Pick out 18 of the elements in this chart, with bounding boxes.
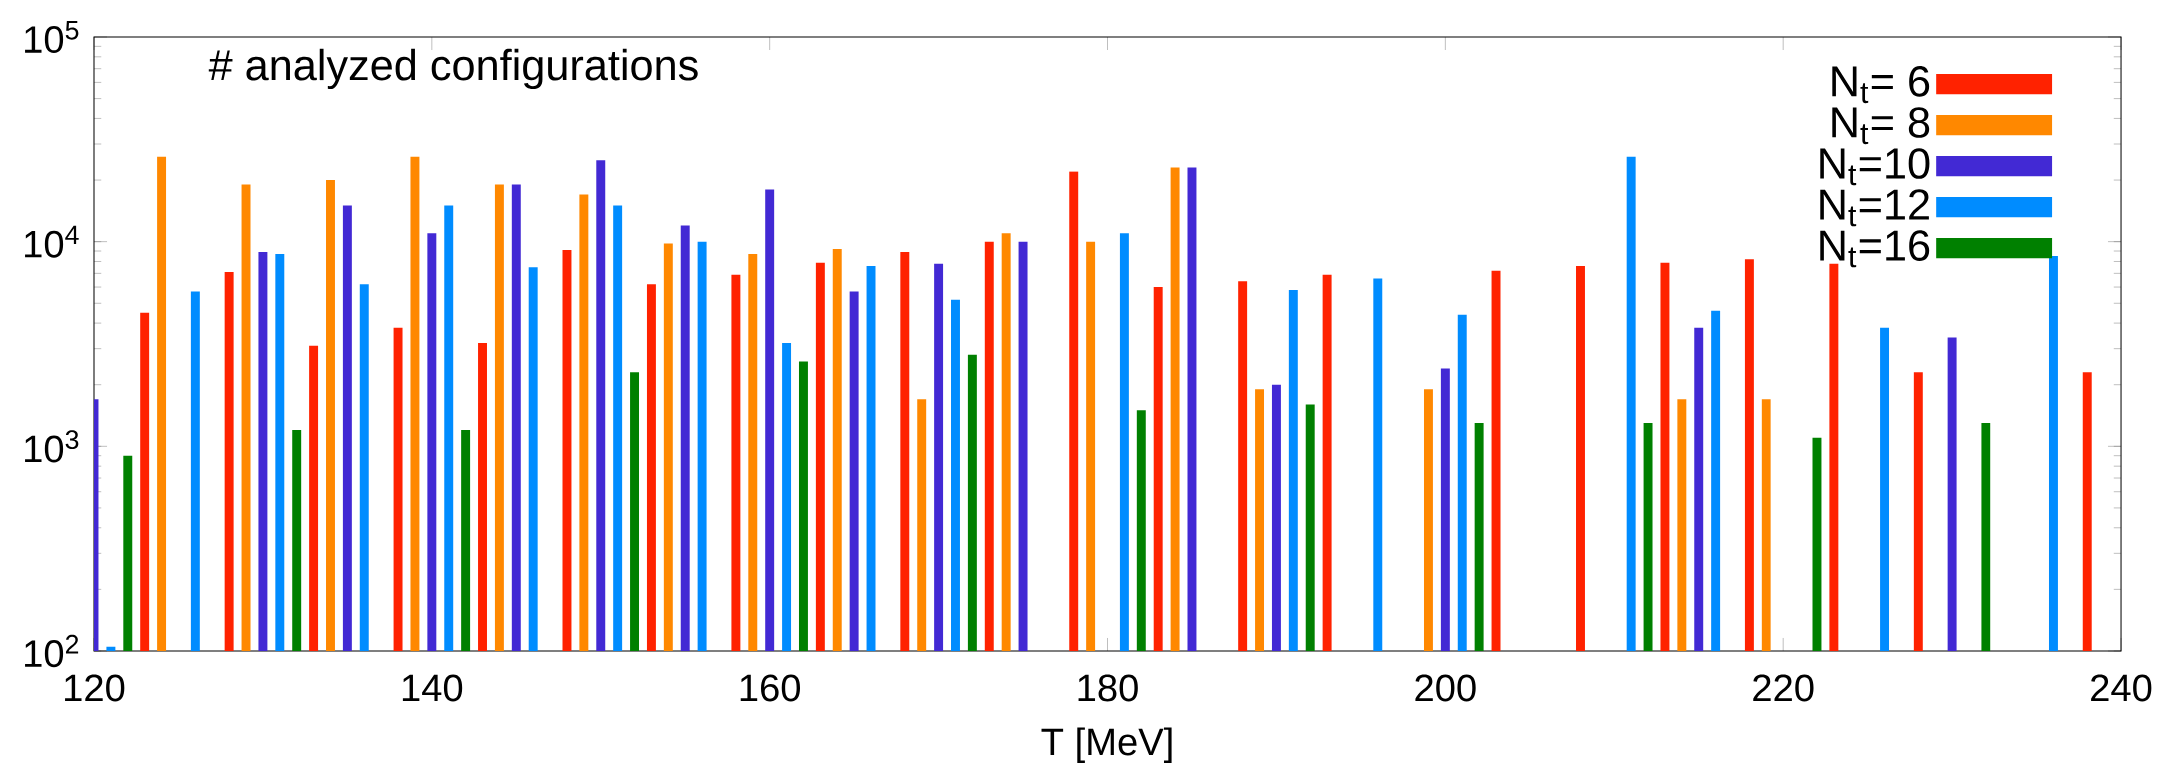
x-axis-title: T [MeV] (1041, 727, 1172, 764)
x-tick-label: 140 (402, 674, 463, 702)
annotation: # analyzed configurations (208, 48, 698, 90)
y-tick-label: 10$^{5}$ (25, 21, 79, 54)
x-tick-label: 240 (2091, 674, 2152, 702)
y-tick-label: 10$^{3}$ (25, 430, 79, 463)
y-tick-label: 10$^{4}$ (25, 225, 79, 258)
legend-label: N$_{t}$=10 (1820, 148, 1930, 186)
legend-label: N$_{t}$=12 (1820, 189, 1929, 227)
legend-label: N$_{t}$=16 (1820, 230, 1930, 268)
x-tick-label: 200 (1415, 674, 1476, 702)
legend-label: N$_{t}$= 8 (1832, 107, 1930, 145)
x-tick-label: 120 (65, 674, 125, 702)
x-tick-label: 180 (1078, 674, 1138, 702)
y-tick-label: 10$^{2}$ (25, 634, 79, 668)
x-tick-label: 160 (740, 674, 801, 702)
legend-label: N$_{t}$= 6 (1832, 66, 1930, 104)
x-tick-label: 220 (1753, 674, 1814, 702)
